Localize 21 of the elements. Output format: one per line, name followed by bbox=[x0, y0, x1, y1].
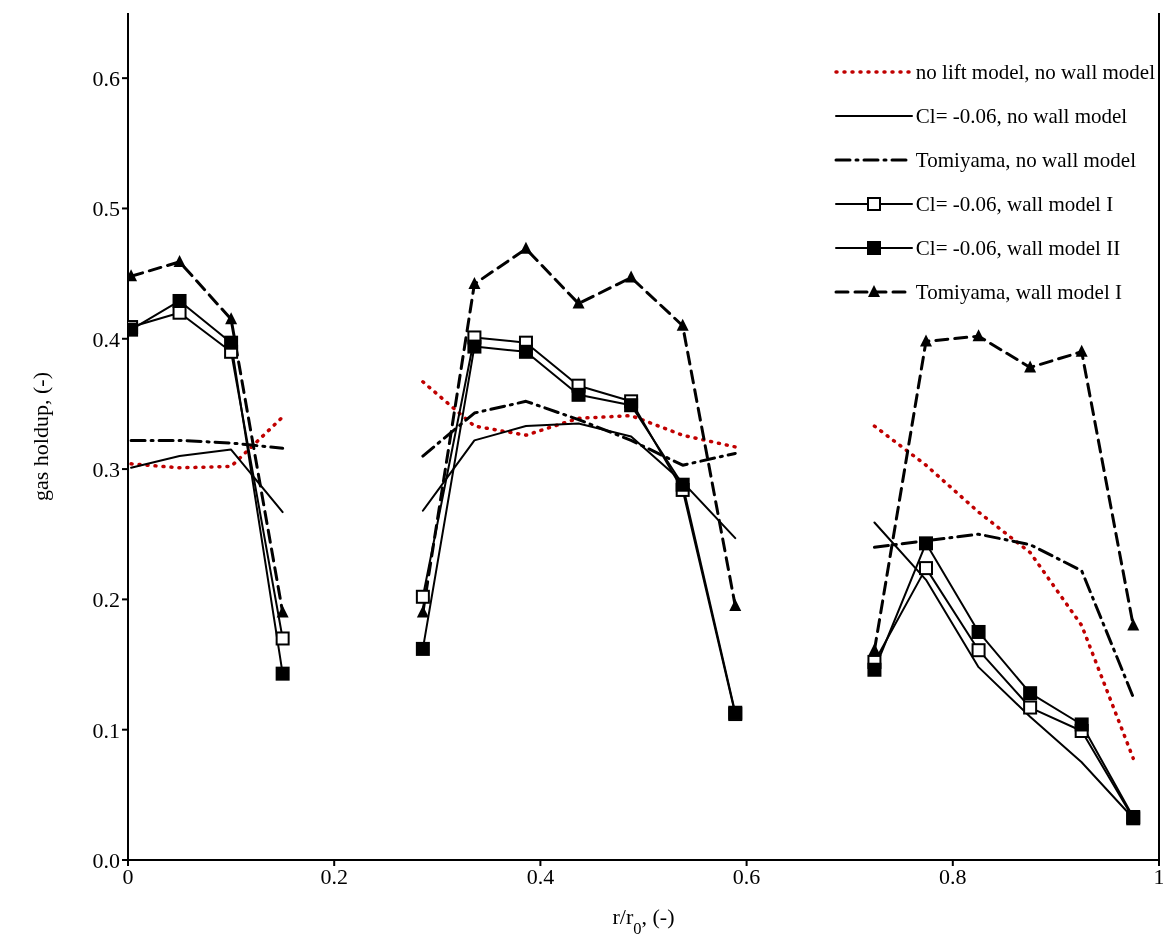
y-axis-title: gas holdup, (-) bbox=[28, 372, 53, 501]
legend-label: Cl= -0.06, no wall model bbox=[915, 103, 1128, 129]
x-tick-label: 0.2 bbox=[320, 863, 348, 889]
y-tick-label: 0.4 bbox=[92, 326, 120, 352]
y-tick-label: 0.6 bbox=[92, 65, 120, 91]
y-tick-label: 0.0 bbox=[92, 847, 120, 873]
x-tick-label: 0.6 bbox=[732, 863, 761, 889]
x-tick-label: 0.4 bbox=[526, 863, 555, 889]
legend-label: Cl= -0.06, wall model I bbox=[915, 191, 1114, 217]
y-tick-label: 0.1 bbox=[92, 717, 120, 743]
legend-label: Tomiyama, no wall model bbox=[915, 147, 1137, 173]
legend-label: Tomiyama, wall model I bbox=[915, 279, 1123, 305]
x-tick-label: 0.8 bbox=[939, 863, 967, 889]
y-tick-label: 0.3 bbox=[92, 456, 120, 482]
legend-label: no lift model, no wall model bbox=[915, 59, 1155, 85]
legend-label: Cl= -0.06, wall model II bbox=[915, 235, 1121, 261]
x-tick-label: 1 bbox=[1153, 863, 1165, 889]
x-axis-title: r/r$_{0}$, (-) bbox=[612, 904, 675, 938]
y-tick-label: 0.5 bbox=[92, 196, 120, 222]
y-tick-label: 0.2 bbox=[92, 587, 120, 613]
x-tick-label: 0 bbox=[122, 863, 134, 889]
